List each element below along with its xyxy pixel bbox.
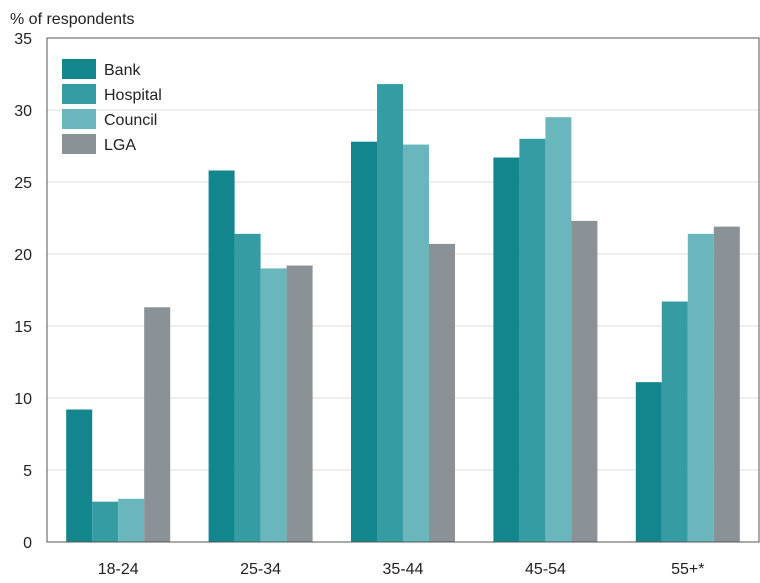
legend-label: LGA [104,137,136,154]
legend: Bank Hospital Council LGA [62,59,162,154]
legend-label: Council [104,112,157,129]
bar-hospital-25-34 [234,233,261,542]
bar-council-18-24 [118,498,145,542]
bar-hospital-18-24 [92,501,119,542]
bar-hospital-45-54 [519,138,546,543]
y-tick-label: 0 [23,535,32,552]
bar-council-25-34 [260,268,287,542]
y-tick-label: 35 [14,31,32,48]
bar-council-45-54 [545,117,572,542]
legend-swatch [62,134,96,154]
bar-lga-18-24 [144,307,171,542]
x-tick-label: 35-44 [383,561,424,578]
bar-bank-55 [635,382,662,542]
bar-hospital-55 [661,301,688,542]
legend-swatch [62,84,96,104]
bar-bank-45-54 [493,157,520,542]
bar-council-55 [687,233,714,542]
y-axis-label: % of respondents [10,11,135,28]
plot-frame [46,37,760,543]
legend-label: Bank [104,62,141,79]
y-tick-label: 20 [14,247,32,264]
x-tick-label: 18-24 [98,561,139,578]
bar-lga-35-44 [429,243,455,543]
bar-bank-25-34 [208,170,235,543]
bar-bank-35-44 [351,141,377,542]
bar-lga-25-34 [286,265,313,542]
bar-lga-45-54 [571,220,598,542]
bar-lga-55 [713,226,740,542]
y-tick-label: 10 [14,391,32,408]
legend-swatch [62,109,96,129]
x-tick-label: 55+* [671,561,704,578]
legend-label: Hospital [104,87,162,104]
bar-hospital-35-44 [377,84,403,542]
x-tick-label: 45-54 [525,561,566,578]
bars [66,84,740,543]
y-tick-label: 5 [23,463,32,480]
bar-council-35-44 [403,144,429,542]
x-tick-labels: 18-24 25-34 35-44 45-54 55+* [98,561,705,578]
bar-bank-18-24 [66,409,93,542]
y-tick-label: 25 [14,175,32,192]
y-tick-label: 30 [14,103,32,120]
legend-swatch [62,59,96,79]
x-tick-label: 25-34 [240,561,281,578]
y-tick-labels: 0 5 10 15 20 25 30 35 [14,31,32,552]
y-tick-label: 15 [14,319,32,336]
